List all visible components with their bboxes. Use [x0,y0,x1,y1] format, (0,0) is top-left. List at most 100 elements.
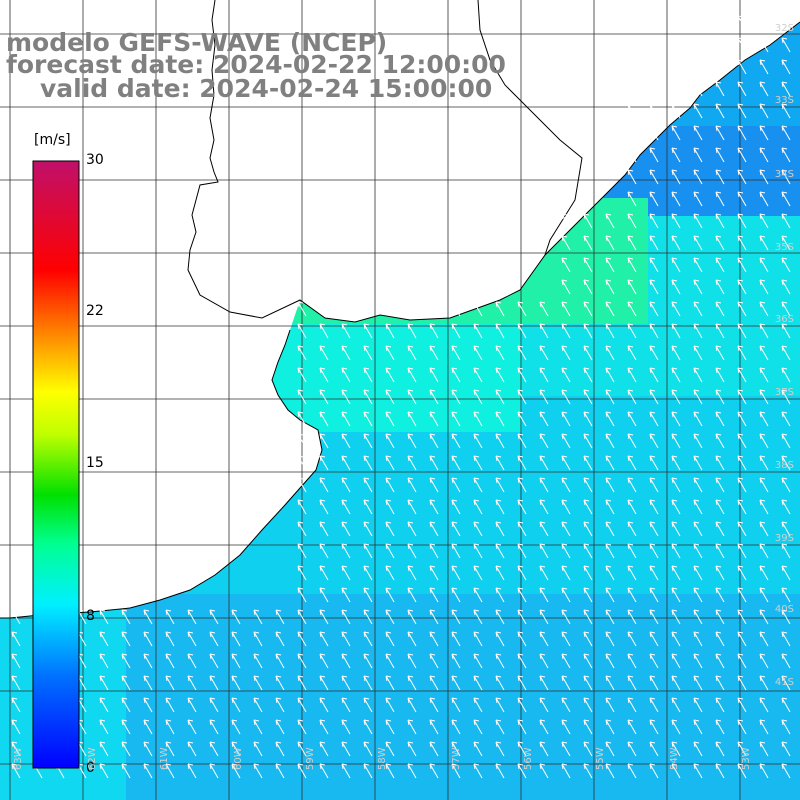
wind-arrow [495,763,505,779]
field-cell [342,414,360,432]
field-cell [486,666,504,684]
field-cell [486,468,504,486]
field-cell [252,630,270,648]
wind-arrow [99,675,109,691]
wind-arrow [649,763,659,779]
field-cell [792,450,800,468]
field-cell [684,198,702,216]
wind-arrow [627,191,637,207]
field-cell [792,18,800,36]
field-cell [234,774,252,792]
field-cell [162,612,180,630]
field-cell [594,324,612,342]
field-cell [0,756,18,774]
land-area [0,0,800,618]
wind-arrow [561,433,571,449]
wind-arrow [297,719,307,735]
wind-arrow [121,653,131,669]
wind-arrow [627,59,637,75]
field-cell [558,270,576,288]
field-cell [702,126,720,144]
wind-arrow [297,389,307,405]
field-cell [738,360,756,378]
wind-arrow [781,631,791,647]
field-cell [774,306,792,324]
field-cell [324,360,342,378]
field-cell [720,666,738,684]
field-cell [558,576,576,594]
wind-arrow [627,455,637,471]
field-cell [576,522,594,540]
wind-arrow [715,301,725,317]
wind-arrow [715,257,725,273]
field-cell [198,756,216,774]
field-cell [396,450,414,468]
field-cell [756,612,774,630]
field-cell [126,684,144,702]
field-cell [648,486,666,504]
field-cell [540,306,558,324]
wind-arrow [561,455,571,471]
wind-arrow [671,653,681,669]
field-cell [738,414,756,432]
wind-arrow [495,675,505,691]
wind-arrow [605,565,615,581]
field-cell [18,630,36,648]
wind-arrow [297,477,307,493]
field-cell [720,216,738,234]
field-cell [792,468,800,486]
wind-arrow [649,323,659,339]
wind-arrow [671,125,681,141]
wind-arrow [649,125,659,141]
wind-arrow [649,235,659,251]
wind-arrow [605,301,615,317]
wind-arrow [429,455,439,471]
wind-arrow [737,455,747,471]
field-cell [612,630,630,648]
field-cell [756,270,774,288]
wind-arrow [407,367,417,383]
field-cell [720,684,738,702]
field-cell [720,396,738,414]
field-cell [468,666,486,684]
wind-arrow [627,697,637,713]
wind-arrow [385,499,395,515]
field-cell [666,324,684,342]
field-cell [630,414,648,432]
field-cell [630,720,648,738]
field-cell [522,756,540,774]
field-cell [666,522,684,540]
wind-arrow [407,345,417,361]
wind-arrow [451,433,461,449]
field-cell [90,630,108,648]
wind-arrow [187,763,197,779]
field-cell [720,612,738,630]
wind-arrow [759,15,769,31]
wind-arrow [737,257,747,273]
wind-arrow [297,301,307,317]
field-cell [774,486,792,504]
field-cell [756,378,774,396]
field-cell [666,270,684,288]
field-cell [792,486,800,504]
field-cell [684,180,702,198]
wind-arrow [165,719,175,735]
wind-arrow [715,653,725,669]
field-cell [342,432,360,450]
wind-arrow [759,169,769,185]
field-cell [450,594,468,612]
wind-arrow [561,345,571,361]
wind-arrow [737,15,747,31]
wind-arrow [627,587,637,603]
field-cell [594,756,612,774]
field-cell [324,684,342,702]
field-cell [36,792,54,800]
title-valid-date: valid date: 2024-02-24 15:00:00 [40,74,493,103]
wind-arrow [231,609,241,625]
field-cell [720,756,738,774]
wind-arrow [715,565,725,581]
field-cell [396,378,414,396]
field-cell [306,360,324,378]
field-cell [648,612,666,630]
field-cell [288,684,306,702]
